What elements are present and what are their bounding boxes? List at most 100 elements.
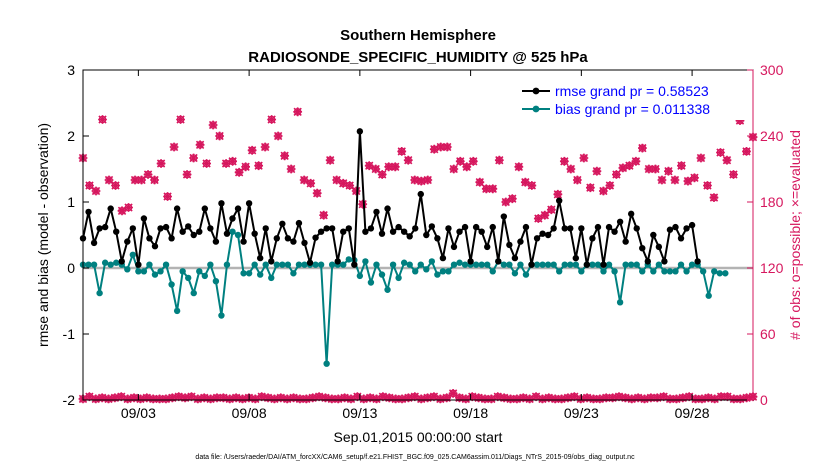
obs-evaluated-marker xyxy=(566,164,576,174)
rmse-point xyxy=(495,258,502,265)
obs-evaluated-marker xyxy=(247,145,257,155)
obs-evaluated-marker xyxy=(486,394,496,404)
rmse-point xyxy=(113,228,120,235)
obs-evaluated-marker xyxy=(488,184,498,194)
bias-point xyxy=(611,268,618,275)
bias-point xyxy=(290,270,297,277)
obs-evaluated-marker xyxy=(461,394,471,404)
rmse-point xyxy=(262,225,269,232)
y-tick-label: 1 xyxy=(67,194,75,210)
rmse-point xyxy=(328,225,336,232)
obs-evaluated-marker xyxy=(378,392,388,402)
bias-point xyxy=(378,271,386,278)
obs-evaluated-marker xyxy=(442,393,452,403)
obs-evaluated-marker xyxy=(429,144,439,154)
rmse-point xyxy=(434,235,441,242)
rmse-point xyxy=(578,225,585,232)
bias-point xyxy=(395,274,402,282)
rmse-point xyxy=(378,230,386,237)
bias-point xyxy=(412,268,419,275)
rmse-point xyxy=(251,230,258,237)
obs-evaluated-marker xyxy=(557,394,566,404)
obs-evaluated-marker xyxy=(174,392,184,402)
bias-point xyxy=(384,286,391,293)
bias-point xyxy=(367,279,375,286)
y2-tick-label: 60 xyxy=(760,326,776,342)
rmse-point xyxy=(356,128,364,135)
bias-point xyxy=(550,261,557,268)
rmse-point xyxy=(683,225,690,232)
obs-evaluated-marker xyxy=(312,188,322,198)
rmse-point xyxy=(550,225,557,232)
obs-evaluated-marker xyxy=(735,116,745,125)
rmse-point xyxy=(185,223,192,230)
bias-point xyxy=(666,268,674,275)
obs-evaluated-marker xyxy=(306,178,316,188)
obs-evaluated-marker xyxy=(665,394,675,404)
obs-evaluated-marker xyxy=(241,162,251,172)
obs-evaluated-marker xyxy=(627,394,637,404)
rmse-point xyxy=(506,241,513,249)
obs-evaluated-marker xyxy=(308,393,318,403)
bias-point xyxy=(312,261,319,268)
rmse-point xyxy=(533,235,541,242)
bias-point xyxy=(633,261,640,268)
rmse-point xyxy=(373,208,380,216)
rmse-point xyxy=(489,223,496,231)
obs-evaluated-marker xyxy=(729,394,739,404)
rmse-point xyxy=(323,225,330,232)
bias-point xyxy=(400,259,408,266)
rmse-point xyxy=(223,230,231,237)
rmse-point xyxy=(639,245,646,252)
bias-point xyxy=(461,261,469,268)
obs-evaluated-marker xyxy=(340,393,350,403)
bias-point xyxy=(223,261,231,268)
obs-evaluated-marker xyxy=(104,394,113,404)
obs-evaluated-marker xyxy=(416,394,426,404)
rmse-point xyxy=(151,243,159,250)
bias-point xyxy=(578,268,585,275)
obs-evaluated-marker xyxy=(722,155,732,165)
y2-tick-label: 300 xyxy=(760,62,784,78)
obs-evaluated-marker xyxy=(136,394,145,404)
obs-evaluated-marker xyxy=(123,394,133,404)
obs-evaluated-marker xyxy=(193,394,203,404)
obs-evaluated-marker xyxy=(129,393,139,403)
data-file-footnote: data file: /Users/raeder/DAI/ATM_forcXX/… xyxy=(195,454,635,461)
obs-evaluated-marker xyxy=(187,392,196,402)
rmse-point xyxy=(594,223,602,231)
y-axis-label: rmse and bias (model - observation) xyxy=(35,123,51,347)
rmse-point xyxy=(423,231,430,239)
obs-evaluated-marker xyxy=(501,197,511,207)
rmse-point xyxy=(384,205,391,212)
bias-point xyxy=(295,261,303,268)
obs-evaluated-marker xyxy=(397,394,407,404)
bias-point xyxy=(616,299,624,306)
obs-evaluated-marker xyxy=(585,183,595,193)
bias-point xyxy=(683,268,690,275)
obs-evaluated-marker xyxy=(435,394,445,404)
bias-point xyxy=(594,261,602,268)
obs-evaluated-marker xyxy=(189,153,198,163)
bias-point xyxy=(600,268,607,275)
obs-evaluated-marker xyxy=(180,393,190,403)
obs-evaluated-marker xyxy=(327,394,337,404)
obs-evaluated-marker xyxy=(289,393,298,403)
rmse-point xyxy=(688,221,696,229)
rmse-point xyxy=(644,258,651,265)
bias-point xyxy=(705,292,712,299)
obs-evaluated-marker xyxy=(672,394,681,404)
obs-evaluated-marker xyxy=(404,393,413,403)
bias-point xyxy=(85,261,92,268)
x-tick-label: 09/08 xyxy=(232,405,267,421)
obs-evaluated-marker xyxy=(664,166,673,176)
obs-evaluated-marker xyxy=(333,394,343,404)
rmse-point xyxy=(146,235,153,242)
bias-point xyxy=(96,289,103,297)
obs-evaluated-marker xyxy=(225,394,235,404)
rmse-line xyxy=(82,130,699,266)
obs-evaluated-marker xyxy=(150,175,159,185)
rmse-point xyxy=(196,228,203,235)
obs-evaluated-marker xyxy=(742,147,751,156)
y2-tick-label: 120 xyxy=(760,260,784,276)
